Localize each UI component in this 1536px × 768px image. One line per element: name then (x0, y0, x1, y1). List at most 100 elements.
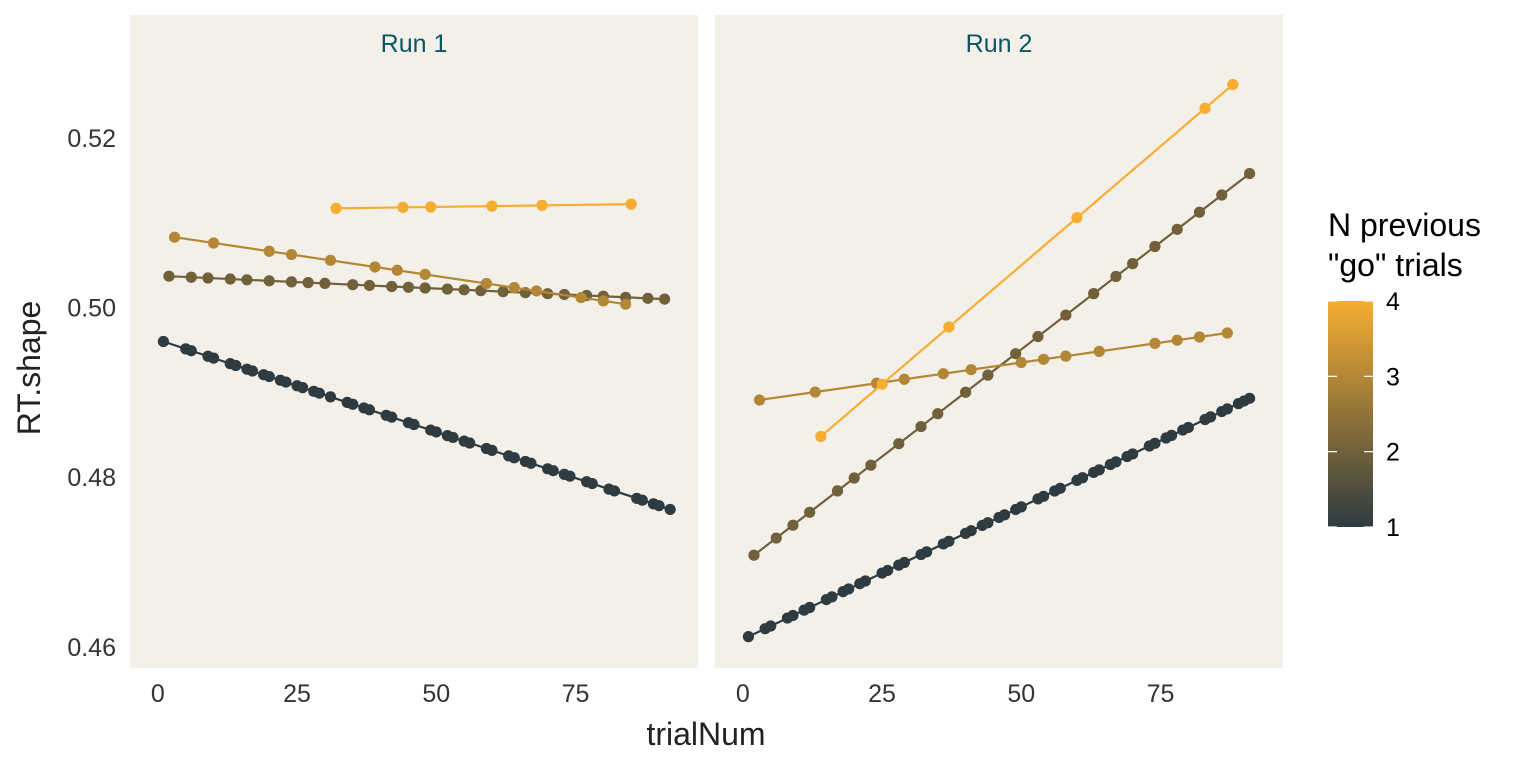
data-point (959, 386, 972, 398)
data-point (1015, 356, 1027, 369)
data-point (536, 199, 548, 211)
data-point (809, 386, 821, 398)
data-point (419, 268, 431, 281)
data-point (1127, 448, 1139, 460)
data-point (185, 271, 197, 283)
data-point (1243, 167, 1256, 180)
data-point (313, 387, 325, 399)
data-point (163, 270, 175, 282)
data-point (497, 286, 509, 298)
data-point (1088, 288, 1100, 300)
data-point (898, 556, 910, 569)
colorbar (1328, 301, 1373, 527)
y-tick-label: 0.50 (67, 295, 116, 323)
panel-marks (742, 78, 1256, 643)
data-point (1216, 189, 1228, 201)
colorbar-label: 2 (1386, 439, 1400, 467)
data-point (564, 470, 576, 482)
data-point (586, 477, 598, 490)
series-line (759, 331, 1228, 402)
data-point (965, 525, 977, 537)
series-n1 (742, 392, 1256, 643)
data-point (386, 280, 398, 293)
data-point (804, 506, 816, 518)
colorbar-label: 1 (1386, 514, 1400, 542)
data-point (280, 376, 292, 388)
panel-run-1: Run 1 0 25 50 75 (130, 15, 698, 708)
series-n4 (330, 198, 637, 214)
data-point (530, 285, 543, 297)
data-point (653, 500, 665, 512)
data-point (363, 404, 376, 416)
data-point (391, 264, 403, 276)
data-point (943, 321, 955, 333)
data-point (202, 272, 214, 284)
data-point (1243, 392, 1256, 404)
data-point (1110, 270, 1122, 283)
x-tick-label: 50 (422, 680, 450, 708)
x-tick-label: 0 (736, 680, 750, 708)
data-point (297, 382, 309, 394)
data-point (664, 503, 676, 516)
data-point (826, 591, 838, 603)
data-point (363, 279, 376, 292)
data-point (397, 201, 409, 213)
colorbar-label: 3 (1386, 363, 1400, 391)
data-point (419, 282, 431, 294)
data-point (347, 398, 359, 410)
data-point (932, 408, 944, 420)
data-point (347, 279, 359, 291)
data-point (625, 198, 637, 210)
data-point (1221, 403, 1233, 415)
colorbar-ticks: 1 2 3 4 (1328, 288, 1400, 542)
data-point (486, 200, 498, 212)
data-point (1171, 223, 1183, 235)
panel-strip-label: Run 1 (381, 30, 448, 58)
data-point (508, 282, 520, 294)
data-point (285, 276, 298, 288)
x-tick-label: 25 (868, 680, 896, 708)
data-point (547, 465, 559, 477)
panel-run-2: Run 2 0 25 50 75 (715, 15, 1283, 708)
data-point (285, 248, 298, 261)
x-tick-label: 75 (562, 680, 590, 708)
data-point (921, 546, 933, 558)
panel-marks (157, 198, 676, 516)
data-point (185, 345, 197, 357)
data-point (787, 519, 799, 531)
data-point (1193, 206, 1206, 218)
series-n3 (168, 231, 632, 310)
data-point (1010, 348, 1022, 360)
data-point (224, 273, 236, 285)
data-point (1076, 472, 1089, 484)
data-point (865, 459, 877, 471)
data-point (943, 535, 955, 547)
data-point (408, 418, 420, 431)
data-point (753, 394, 766, 406)
data-point (636, 494, 648, 506)
data-point (302, 277, 314, 289)
data-point (1037, 490, 1050, 502)
data-point (848, 472, 860, 484)
data-point (480, 277, 492, 290)
data-point (319, 277, 331, 290)
data-point (770, 532, 782, 544)
data-point (876, 378, 888, 390)
data-point (1149, 437, 1161, 449)
data-point (1149, 337, 1161, 349)
data-point (369, 261, 381, 273)
data-point (1149, 240, 1161, 253)
data-point (464, 437, 476, 449)
data-point (1182, 421, 1194, 434)
data-point (1127, 258, 1139, 270)
data-point (982, 517, 994, 529)
data-point (1221, 327, 1233, 339)
data-point (1060, 309, 1072, 321)
data-point (1093, 345, 1105, 357)
data-point (608, 485, 621, 497)
panel-strip-label: Run 2 (966, 30, 1033, 58)
data-point (658, 293, 671, 305)
data-point (263, 245, 275, 257)
data-point (246, 365, 259, 377)
